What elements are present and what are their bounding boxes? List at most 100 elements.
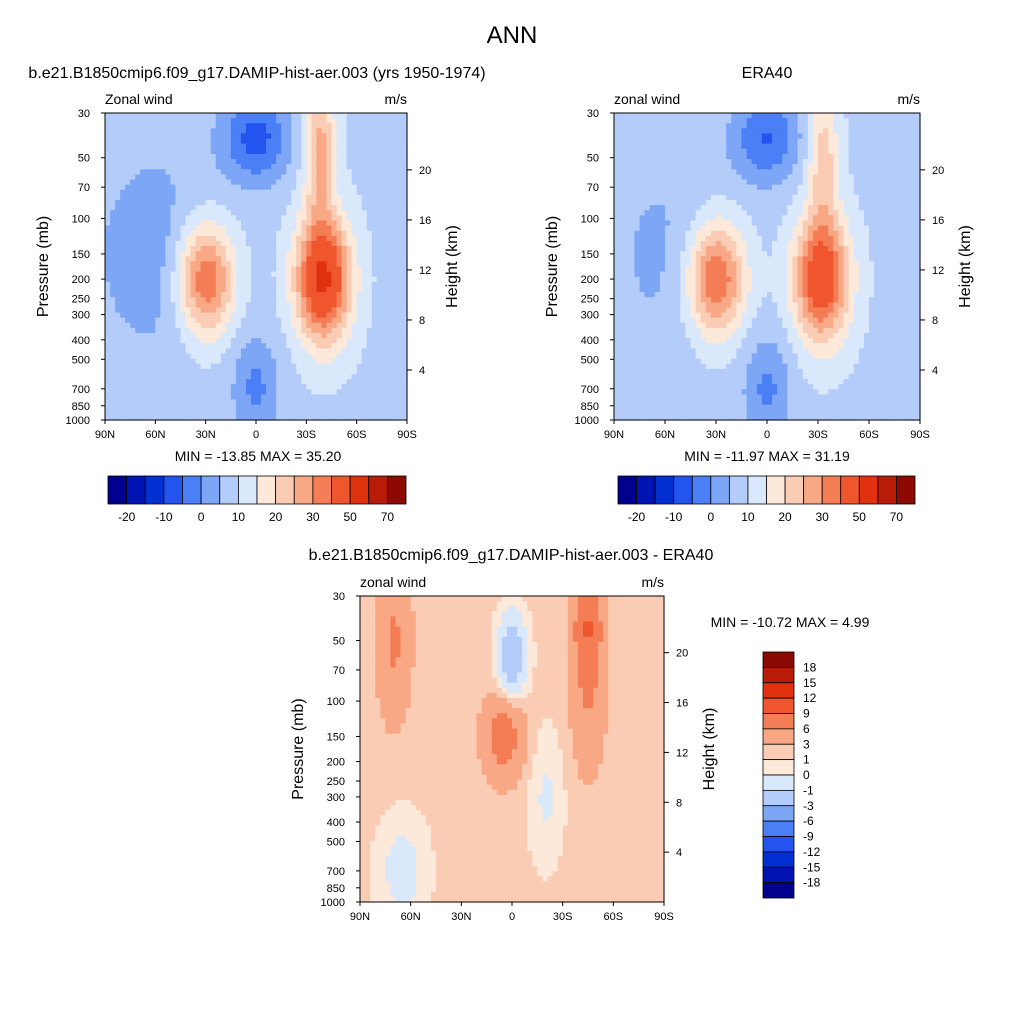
field-cell — [326, 164, 333, 170]
field-cell — [761, 179, 768, 186]
field-cell — [869, 113, 875, 119]
field-cell — [869, 159, 875, 165]
field-cell — [376, 404, 383, 411]
field-cell — [690, 123, 697, 129]
field-cell — [381, 261, 388, 268]
field-cell — [386, 184, 393, 191]
field-cell — [195, 343, 202, 349]
field-cell — [751, 164, 758, 170]
field-cell — [346, 246, 353, 252]
field-cell — [746, 194, 753, 201]
field-cell — [220, 286, 227, 293]
field-cell — [807, 164, 814, 170]
field-cell — [802, 199, 809, 206]
field-cell — [296, 409, 302, 416]
field-cell — [175, 384, 182, 390]
field-cell — [376, 399, 383, 406]
field-cell — [266, 302, 272, 309]
field-cell — [710, 189, 717, 196]
field-cell — [210, 169, 217, 175]
field-cell — [165, 230, 172, 237]
field-cell — [291, 133, 297, 140]
field-cell — [619, 215, 625, 222]
field-cell — [767, 113, 773, 119]
field-cell — [271, 205, 277, 211]
field-cell — [853, 113, 860, 119]
field-cell — [286, 215, 292, 222]
field-cell — [266, 297, 272, 303]
field-cell — [341, 153, 348, 160]
minmax-label: MIN = -13.85 MAX = 35.20 — [175, 448, 342, 464]
field-cell — [311, 297, 317, 303]
field-cell — [675, 210, 681, 216]
field-cell — [266, 414, 272, 421]
field-cell — [361, 399, 368, 406]
field-cell — [833, 220, 839, 227]
field-cell — [401, 246, 408, 252]
field-cell — [215, 189, 222, 196]
field-cell — [316, 292, 323, 298]
field-cell — [175, 128, 182, 135]
field-cell — [772, 189, 778, 196]
field-cell — [654, 123, 661, 129]
y-tick-label: 1000 — [66, 415, 90, 427]
field-cell — [802, 128, 809, 135]
field-cell — [346, 205, 353, 211]
field-cell — [361, 113, 368, 119]
colorbar-label: 0 — [198, 510, 205, 524]
field-cell — [130, 159, 136, 165]
field-cell — [256, 230, 262, 237]
field-cell — [140, 153, 146, 160]
field-cell — [654, 138, 661, 145]
field-cell — [858, 113, 865, 119]
field-cell — [180, 189, 187, 196]
field-cell — [180, 276, 187, 283]
field-cell — [331, 184, 338, 191]
field-cell — [205, 312, 212, 319]
field-cell — [797, 220, 804, 227]
field-cell — [894, 215, 901, 222]
field-cell — [833, 123, 839, 129]
field-cell — [351, 368, 358, 375]
field-cell — [245, 404, 252, 411]
field-cell — [215, 266, 222, 273]
field-cell — [649, 169, 656, 175]
field-cell — [614, 189, 620, 196]
field-cell — [125, 302, 131, 309]
field-cell — [240, 261, 247, 268]
field-cell — [225, 266, 232, 273]
field-cell — [889, 220, 896, 227]
field-cell — [225, 322, 232, 329]
field-cell — [220, 225, 227, 232]
field-cell — [351, 307, 358, 314]
field-cell — [140, 174, 146, 181]
field-cell — [858, 194, 865, 201]
field-cell — [818, 179, 824, 186]
field-cell — [899, 138, 906, 145]
field-cell — [649, 148, 656, 155]
field-cell — [155, 256, 161, 262]
field-cell — [195, 333, 202, 339]
field-cell — [180, 389, 187, 396]
field-cell — [170, 373, 177, 380]
field-cell — [331, 414, 338, 421]
field-cell — [301, 184, 307, 191]
field-cell — [381, 256, 388, 262]
field-cell — [266, 235, 272, 242]
field-cell — [361, 266, 368, 273]
field-cell — [281, 389, 287, 396]
field-cell — [336, 159, 343, 165]
field-cell — [200, 251, 207, 257]
field-cell — [366, 215, 373, 222]
field-cell — [376, 246, 383, 252]
field-cell — [391, 292, 398, 298]
field-cell — [306, 235, 312, 242]
field-cell — [772, 113, 778, 119]
field-cell — [215, 333, 222, 339]
field-cell — [401, 205, 408, 211]
field-cell — [160, 281, 166, 288]
field-cell — [726, 189, 732, 196]
field-cell — [818, 189, 824, 196]
field-cell — [115, 164, 121, 170]
field-cell — [756, 118, 763, 124]
